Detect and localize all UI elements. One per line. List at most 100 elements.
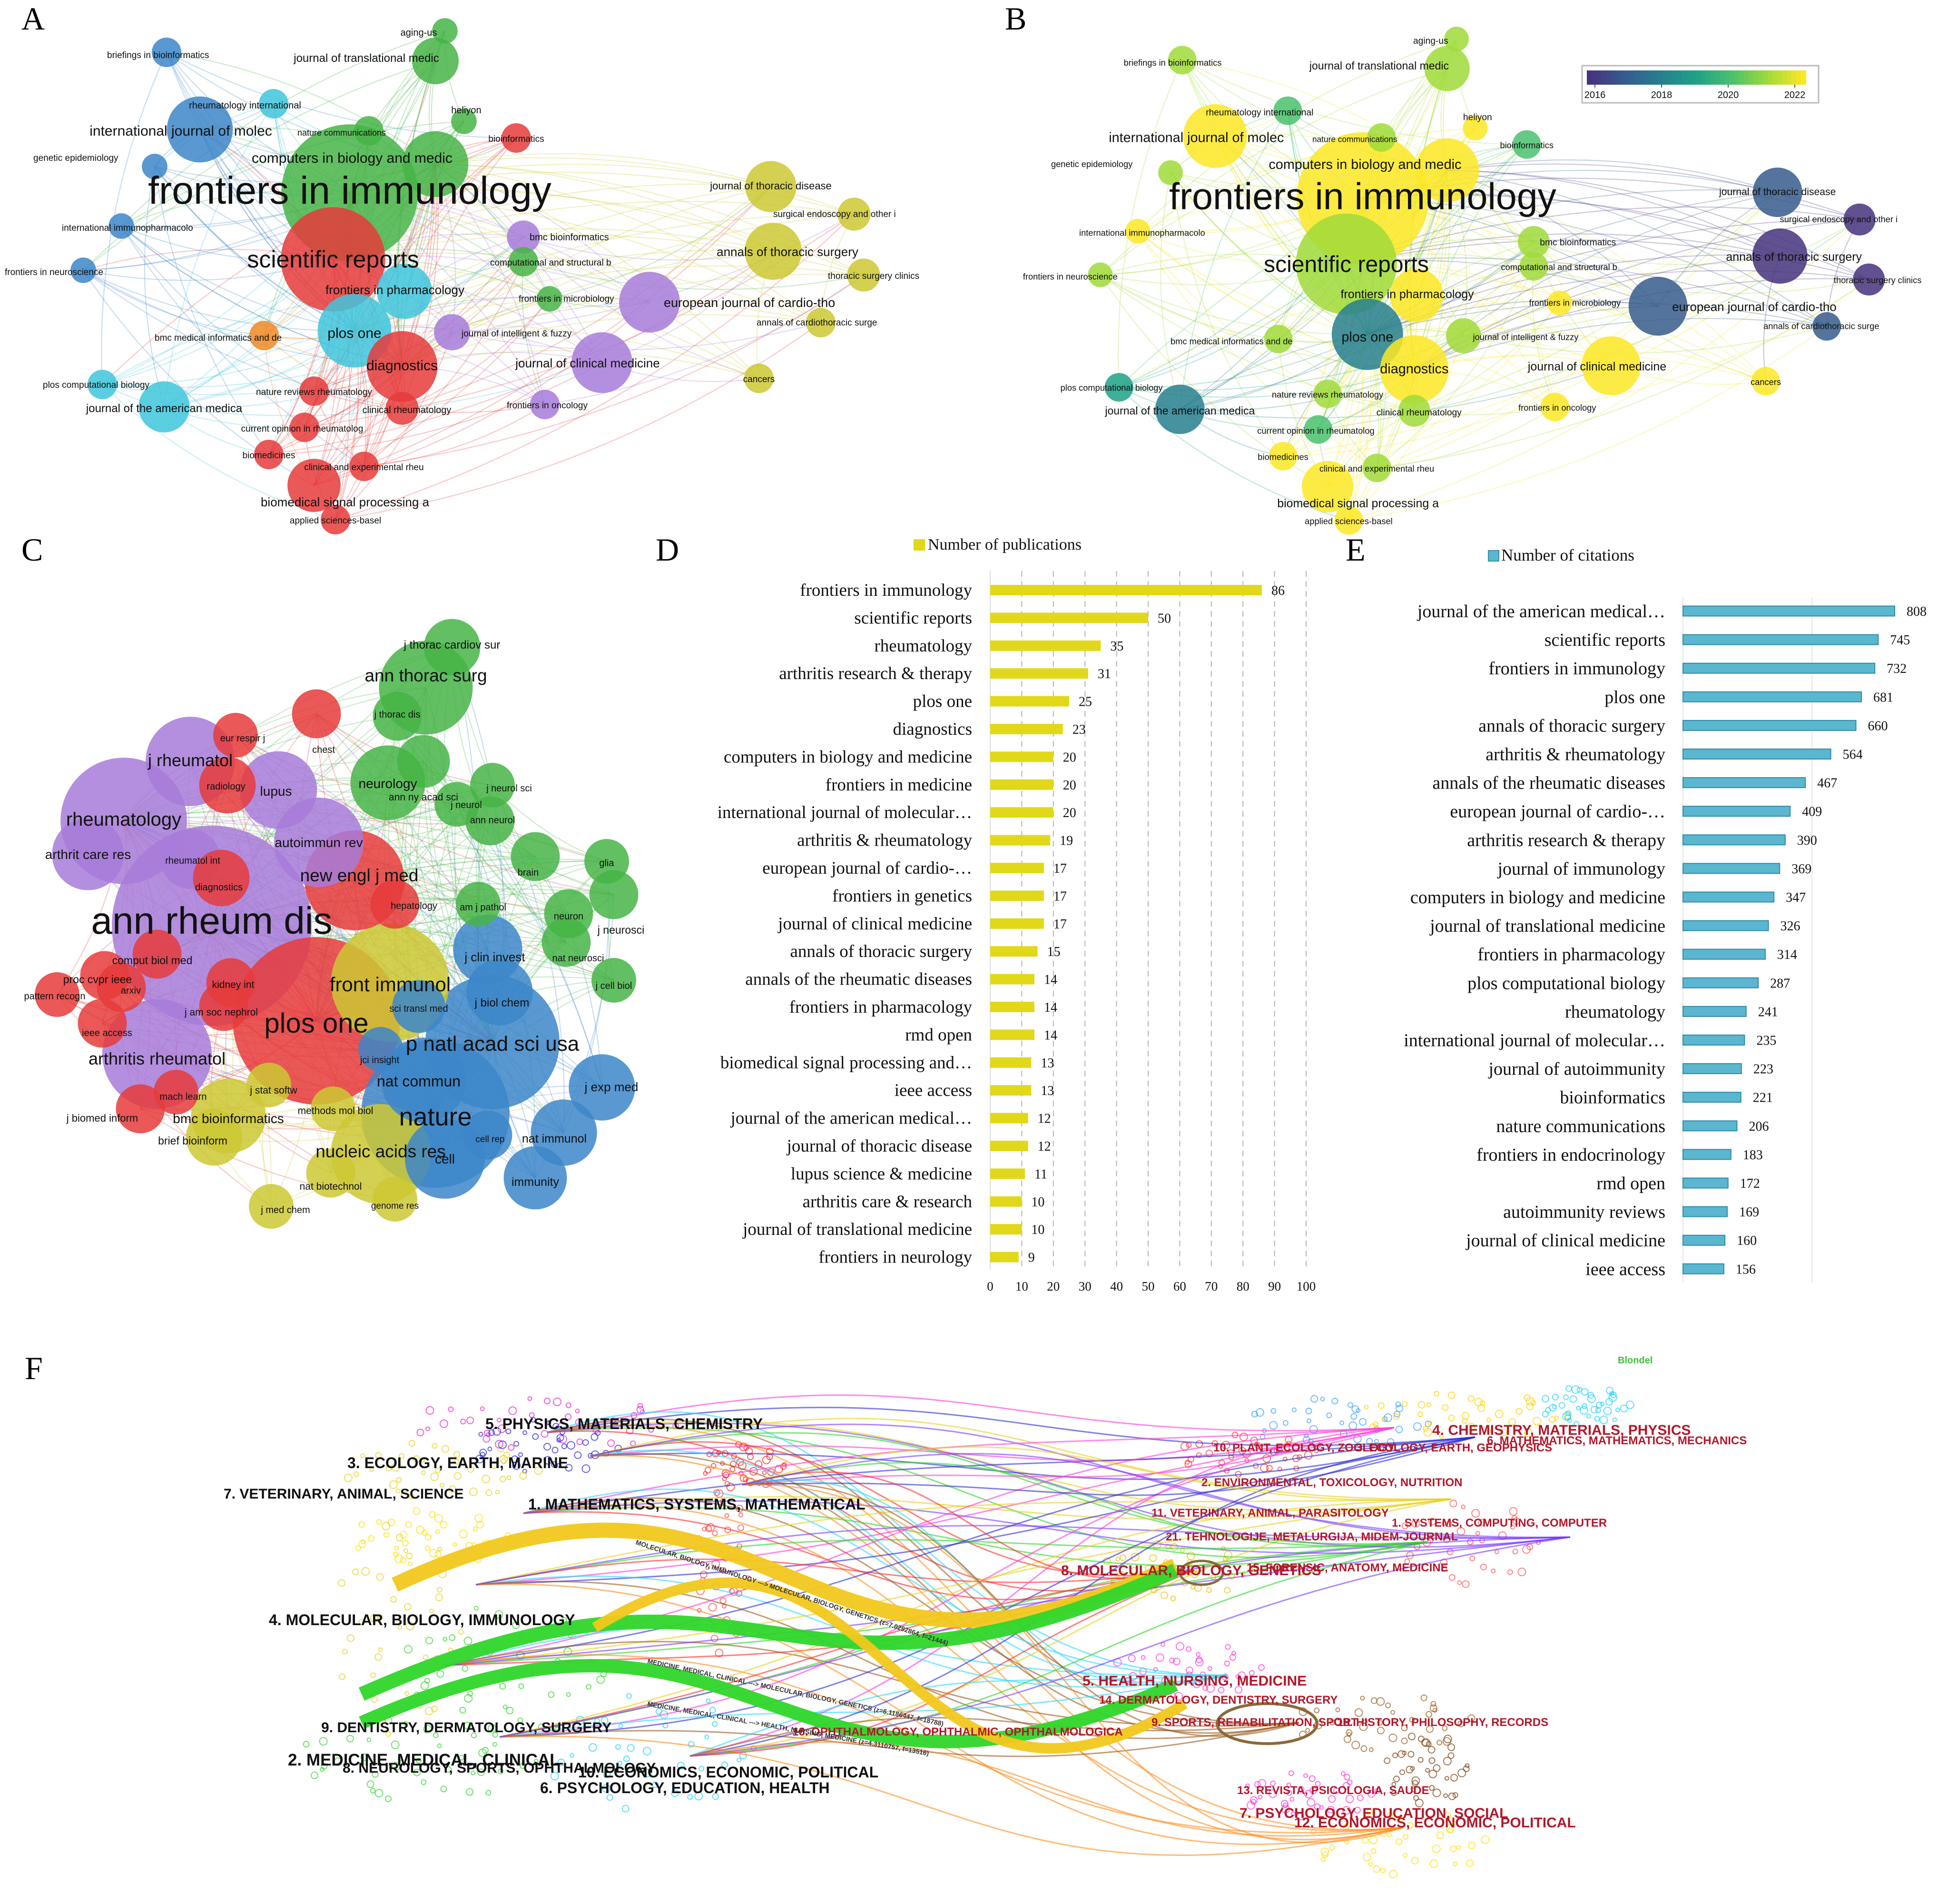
a-label-frontiers-in-oncology: frontiers in oncology: [507, 401, 588, 411]
f-cloud-dot: [1499, 1429, 1507, 1437]
f-cited-label: 10. PLANT, ECOLOGY, ZOOLOGY: [1213, 1441, 1395, 1454]
f-cloud-dot: [1282, 1802, 1289, 1808]
f-cloud-dot: [1465, 1763, 1470, 1768]
d-category-label: european journal of cardio-…: [762, 858, 972, 878]
a-link: [521, 261, 546, 405]
b-link: [1367, 302, 1827, 335]
f-cloud-dot: [1218, 1687, 1225, 1694]
f-cloud-dot: [1450, 1845, 1457, 1853]
e-category-label: rmd open: [1596, 1174, 1665, 1194]
f-cloud-dot: [393, 1551, 399, 1558]
f-cloud-dot: [1196, 1657, 1203, 1664]
f-cloud-dot: [443, 1637, 448, 1642]
f-cloud-dot: [699, 1570, 708, 1578]
f-cloud-dot: [1249, 1670, 1255, 1676]
b-node-aging-us: [1444, 27, 1469, 52]
panel-e-citations-chart: Number of citations journal of the americ…: [1404, 546, 1927, 1282]
a-link: [402, 298, 550, 409]
f-cloud-dot: [1305, 1408, 1312, 1415]
f-cloud-dot: [1289, 1796, 1295, 1802]
colorbar-swatch: [1782, 70, 1787, 85]
a-link: [354, 324, 759, 379]
b-link: [1447, 169, 1869, 280]
b-label-bioinformatics: bioinformatics: [1500, 140, 1554, 150]
c-label-front-immunol: front immunol: [330, 973, 451, 996]
colorbar-swatch: [1801, 70, 1806, 85]
colorbar-swatch: [1696, 70, 1702, 85]
c-label-j-clin-invest: j clin invest: [464, 950, 525, 964]
f-cloud-dot: [1436, 1739, 1443, 1746]
c-node-ieee-access: [78, 998, 127, 1048]
f-cloud-dot: [1436, 1831, 1444, 1839]
e-category-label: scientific reports: [1545, 630, 1665, 650]
f-cloud-dot: [530, 1417, 536, 1423]
b-label-european-journal-of-cardio-tho: european journal of cardio-tho: [1672, 300, 1837, 314]
b-link: [1447, 169, 1781, 257]
colorbar-swatch: [1653, 70, 1659, 85]
a-label-frontiers-in-immunology: frontiers in immunology: [148, 169, 551, 212]
e-value-label: 169: [1739, 1205, 1759, 1220]
e-bar-plos-computational-biology: [1682, 977, 1759, 988]
d-bar-arthritis-care-research: [990, 1196, 1022, 1207]
f-cloud-dot: [722, 1476, 727, 1481]
a-node-briefings-in-bioinformatics: [152, 38, 181, 67]
e-category-label: computers in biology and medicine: [1410, 888, 1665, 908]
f-cloud-dot: [395, 1488, 401, 1493]
f-cloud-dot: [492, 1427, 502, 1436]
a-label-journal-of-clinical-medicine: journal of clinical medicine: [515, 356, 659, 370]
f-cloud-dot: [513, 1440, 520, 1447]
b-link: [1367, 299, 1658, 335]
f-cloud-dot: [430, 1472, 439, 1481]
a-label-european-journal-of-cardio-tho: european journal of cardio-tho: [664, 296, 835, 310]
f-cloud-dot: [374, 1653, 383, 1661]
a-node-rheumatology-international: [259, 89, 288, 118]
f-cloud-dot: [370, 1672, 376, 1678]
f-cloud-dot: [1429, 1704, 1437, 1712]
f-cloud-dot: [677, 1762, 685, 1770]
f-cloud-dot: [1395, 1425, 1403, 1433]
a-label-briefings-in-bioinformatics: briefings in bioinformatics: [107, 50, 209, 60]
f-cloud-dot: [1427, 1746, 1436, 1754]
a-link: [314, 390, 545, 413]
d-value-label: 20: [1063, 806, 1076, 820]
f-cited-label: 16. OPHTHALMOLOGY, OPHTHALMIC, OPHTHALMO…: [792, 1726, 1123, 1738]
f-cloud-dot: [1397, 1750, 1406, 1758]
f-cloud-dot: [1291, 1811, 1296, 1816]
c-label-nat-immunol: nat immunol: [522, 1132, 587, 1145]
c-label-j-neurol-sci: j neurol sci: [486, 783, 532, 794]
f-cloud-dot: [1462, 1418, 1468, 1424]
f-citing-label: 9. DENTISTRY, DERMATOLOGY, SURGERY: [321, 1720, 611, 1736]
e-category-label: international journal of molecular…: [1404, 1031, 1665, 1051]
f-cloud-dot: [603, 1770, 611, 1778]
f-cloud-dot: [432, 1443, 438, 1449]
f-cloud-dot: [575, 1409, 580, 1414]
f-citing-label: 4. MOLECULAR, BIOLOGY, IMMUNOLOGY: [269, 1611, 575, 1628]
f-cloud-dot: [711, 1721, 718, 1727]
f-cloud-dot: [1384, 1757, 1391, 1764]
f-cloud-dot: [561, 1443, 567, 1450]
f-cloud-dot: [319, 1737, 328, 1746]
f-cloud-dot: [425, 1637, 433, 1645]
f-cloud-dot: [1615, 1407, 1620, 1412]
c-label-proc-cvpr-ieee: proc cvpr ieee: [63, 973, 132, 986]
a-label-current-opinion-in-rheumatolog: current opinion in rheumatolog: [241, 424, 364, 434]
c-label-lupus: lupus: [260, 784, 292, 799]
a-node-biomedicines: [254, 440, 284, 469]
a-link: [364, 275, 864, 467]
d-category-label: frontiers in neurology: [818, 1248, 972, 1267]
e-value-label: 745: [1890, 633, 1910, 648]
b-node-frontiers-in-oncology: [1540, 393, 1569, 422]
a-label-clinical-and-experimental-rheu: clinical and experimental rheu: [304, 463, 423, 473]
f-cloud-dot: [1128, 1672, 1137, 1681]
f-cloud-dot: [1251, 1566, 1258, 1572]
f-cloud-dot: [384, 1795, 392, 1802]
f-cloud-dot: [1329, 1719, 1336, 1726]
a-node-applied-sciences-basel: [321, 505, 350, 534]
f-cloud-dot: [370, 1787, 376, 1794]
a-label-aging-us: aging-us: [401, 28, 437, 38]
e-category-label: ieee access: [1585, 1259, 1665, 1279]
e-category-label: plos computational biology: [1467, 973, 1665, 993]
f-cloud-dot: [382, 1521, 391, 1530]
f-cloud-dot: [458, 1629, 464, 1635]
a-label-international-immunopharmacolo: international immunopharmacolo: [62, 223, 193, 233]
